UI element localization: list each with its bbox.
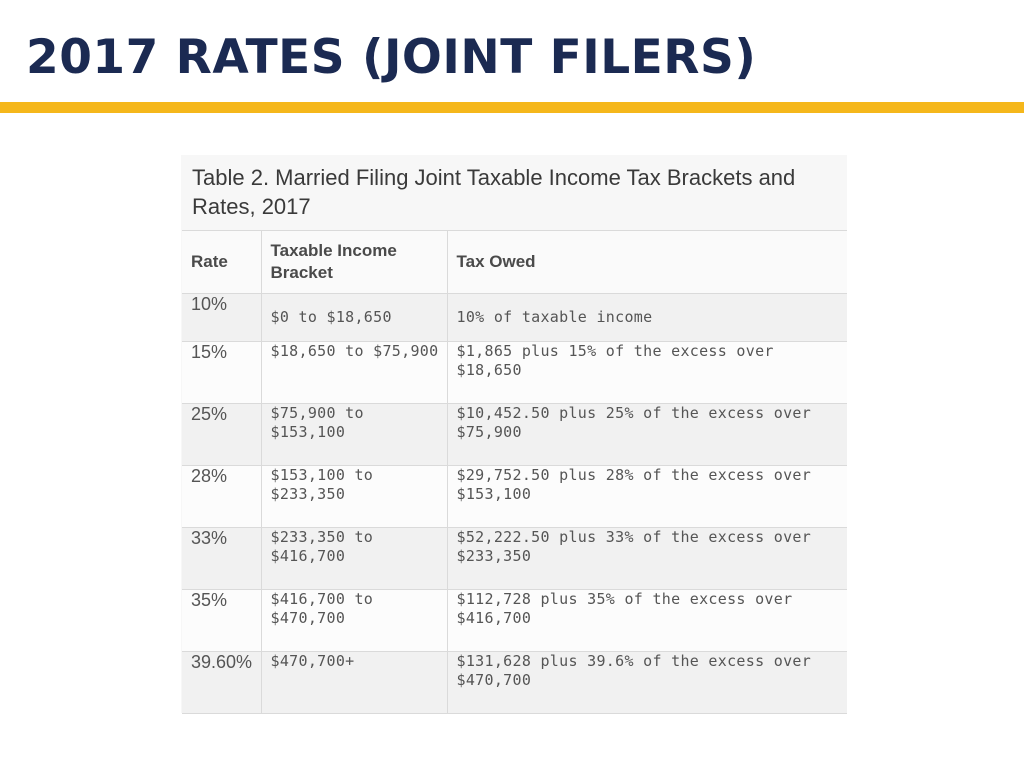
table-header-row: Rate Taxable Income Bracket Tax Owed — [182, 230, 847, 294]
bracket-cell: $233,350 to $416,700 — [261, 527, 448, 590]
rate-cell: 15% — [182, 341, 262, 404]
bracket-cell: $153,100 to $233,350 — [261, 465, 448, 528]
bracket-cell: $416,700 to $470,700 — [261, 589, 448, 652]
rate-cell: 25% — [182, 403, 262, 466]
table-caption: Table 2. Married Filing Joint Taxable In… — [192, 165, 796, 219]
column-header-tax-owed: Tax Owed — [447, 230, 847, 294]
table-row: 28% $153,100 to $233,350 $29,752.50 plus… — [182, 465, 847, 528]
bracket-cell: $0 to $18,650 — [261, 293, 448, 342]
rate-cell: 35% — [182, 589, 262, 652]
tax-owed-cell: $112,728 plus 35% of the excess over $41… — [447, 589, 847, 652]
tax-owed-cell: $29,752.50 plus 28% of the excess over $… — [447, 465, 847, 528]
table-row: 15% $18,650 to $75,900 $1,865 plus 15% o… — [182, 341, 847, 404]
tax-owed-cell: $10,452.50 plus 25% of the excess over $… — [447, 403, 847, 466]
table-row: 39.60% $470,700+ $131,628 plus 39.6% of … — [182, 651, 847, 714]
column-header-bracket: Taxable Income Bracket — [261, 230, 448, 294]
tax-owed-cell: $131,628 plus 39.6% of the excess over $… — [447, 651, 847, 714]
slide-title: 2017 RATES (JOINT FILERS) — [26, 30, 757, 85]
rate-cell: 39.60% — [182, 651, 262, 714]
rate-cell: 10% — [182, 293, 262, 342]
tax-owed-cell: $1,865 plus 15% of the excess over $18,6… — [447, 341, 847, 404]
bracket-cell: $470,700+ — [261, 651, 448, 714]
table-row: 35% $416,700 to $470,700 $112,728 plus 3… — [182, 589, 847, 652]
rate-cell: 28% — [182, 465, 262, 528]
bracket-cell: $18,650 to $75,900 — [261, 341, 448, 404]
tax-owed-cell: 10% of taxable income — [447, 293, 847, 342]
table-row: 10% $0 to $18,650 10% of taxable income — [182, 293, 847, 342]
bracket-cell: $75,900 to $153,100 — [261, 403, 448, 466]
title-underline-bar — [0, 102, 1024, 113]
tax-owed-cell: $52,222.50 plus 33% of the excess over $… — [447, 527, 847, 590]
rate-cell: 33% — [182, 527, 262, 590]
table-row: 25% $75,900 to $153,100 $10,452.50 plus … — [182, 403, 847, 466]
tax-bracket-table: Rate Taxable Income Bracket Tax Owed 10%… — [182, 230, 847, 714]
table-row: 33% $233,350 to $416,700 $52,222.50 plus… — [182, 527, 847, 590]
column-header-rate: Rate — [182, 230, 262, 294]
tax-bracket-table-image: Table 2. Married Filing Joint Taxable In… — [181, 155, 847, 714]
